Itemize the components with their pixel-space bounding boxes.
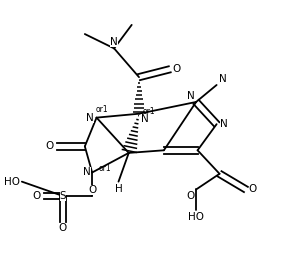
Text: O: O (46, 141, 54, 151)
Text: O: O (173, 64, 181, 74)
Text: O: O (249, 185, 257, 195)
Text: N: N (86, 113, 94, 123)
Text: HO: HO (188, 212, 204, 222)
Text: or1: or1 (99, 164, 112, 173)
Text: O: O (33, 191, 41, 201)
Text: N: N (110, 37, 118, 47)
Text: N: N (220, 119, 227, 129)
Text: N: N (141, 114, 149, 124)
Text: N: N (83, 167, 91, 177)
Text: N: N (219, 74, 227, 84)
Text: HO: HO (4, 177, 20, 187)
Text: O: O (88, 185, 96, 195)
Text: N: N (187, 91, 195, 101)
Text: O: O (186, 191, 195, 201)
Text: or1: or1 (96, 105, 109, 114)
Text: O: O (59, 223, 67, 233)
Text: H: H (115, 184, 122, 194)
Text: S: S (60, 191, 66, 201)
Text: or1: or1 (143, 107, 156, 116)
